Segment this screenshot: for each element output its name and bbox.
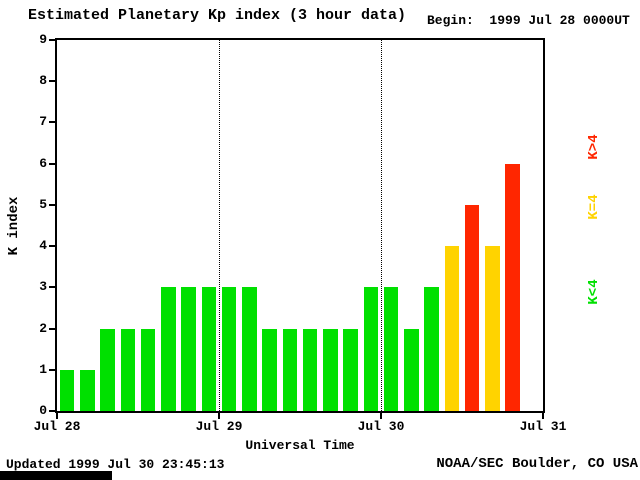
kp-bar bbox=[444, 246, 460, 411]
y-tick bbox=[49, 121, 55, 124]
x-tick-label: Jul 30 bbox=[357, 419, 405, 434]
x-tick-label: Jul 29 bbox=[195, 419, 243, 434]
kp-bar bbox=[363, 287, 379, 411]
y-tick-label: 2 bbox=[39, 320, 47, 336]
kp-bar bbox=[282, 328, 298, 411]
y-tick-label: 7 bbox=[39, 114, 47, 130]
kp-bar bbox=[262, 328, 277, 411]
begin-timestamp-label: Begin: 1999 Jul 28 0000UT bbox=[427, 13, 630, 28]
kp-bar bbox=[181, 287, 196, 411]
kp-bar bbox=[100, 328, 115, 411]
credit-text: NOAA/SEC Boulder, CO USA bbox=[436, 456, 638, 472]
plot-area bbox=[55, 38, 545, 413]
y-tick bbox=[49, 203, 55, 206]
kp-bar bbox=[323, 328, 338, 411]
x-tick-label: Jul 28 bbox=[33, 419, 81, 434]
x-axis-label: Universal Time bbox=[245, 438, 355, 453]
y-tick bbox=[49, 39, 55, 41]
y-tick-label: 1 bbox=[39, 361, 47, 377]
y-tick-label: 4 bbox=[39, 238, 47, 254]
kp-bar bbox=[343, 328, 358, 411]
kp-bar bbox=[505, 163, 520, 411]
y-tick bbox=[49, 327, 55, 330]
kp-bar bbox=[201, 287, 217, 411]
x-tick bbox=[218, 413, 220, 419]
y-tick bbox=[49, 245, 55, 248]
y-tick-label: 8 bbox=[39, 73, 47, 89]
kp-bar bbox=[242, 287, 257, 411]
legend-k-less-than-4: K<4 bbox=[586, 279, 602, 305]
x-tick-label: Jul 31 bbox=[519, 419, 567, 434]
legend-k-greater-than-4: K>4 bbox=[586, 134, 602, 160]
y-axis-label: K index bbox=[6, 196, 22, 256]
day-boundary-gridline bbox=[381, 40, 382, 411]
kp-bar bbox=[59, 369, 75, 411]
y-tick-label: 0 bbox=[39, 403, 47, 418]
kp-bar bbox=[221, 287, 237, 411]
y-tick-label: 9 bbox=[39, 32, 47, 47]
x-tick bbox=[380, 413, 382, 419]
y-tick-label: 3 bbox=[39, 279, 47, 295]
kp-bar bbox=[464, 204, 480, 411]
y-tick bbox=[49, 368, 55, 371]
y-tick-label: 5 bbox=[39, 196, 47, 212]
y-tick bbox=[49, 162, 55, 165]
kp-bar bbox=[140, 328, 156, 411]
bottom-black-strip bbox=[0, 471, 112, 480]
y-tick bbox=[49, 410, 55, 412]
y-tick bbox=[49, 80, 55, 83]
y-tick-label: 6 bbox=[39, 155, 47, 171]
legend-k-equals-4: K=4 bbox=[586, 194, 602, 220]
kp-bar bbox=[383, 287, 399, 411]
kp-bar bbox=[485, 246, 500, 411]
day-boundary-gridline bbox=[219, 40, 220, 411]
y-tick bbox=[49, 286, 55, 289]
kp-bar bbox=[161, 287, 176, 411]
x-tick bbox=[56, 413, 58, 419]
kp-bar bbox=[404, 328, 419, 411]
x-tick bbox=[542, 413, 544, 419]
kp-bar bbox=[120, 328, 136, 411]
kp-bar bbox=[424, 287, 439, 411]
chart-title: Estimated Planetary Kp index (3 hour dat… bbox=[28, 7, 407, 24]
updated-timestamp: Updated 1999 Jul 30 23:45:13 bbox=[6, 457, 225, 472]
kp-bar bbox=[80, 369, 95, 411]
kp-bar bbox=[302, 328, 318, 411]
